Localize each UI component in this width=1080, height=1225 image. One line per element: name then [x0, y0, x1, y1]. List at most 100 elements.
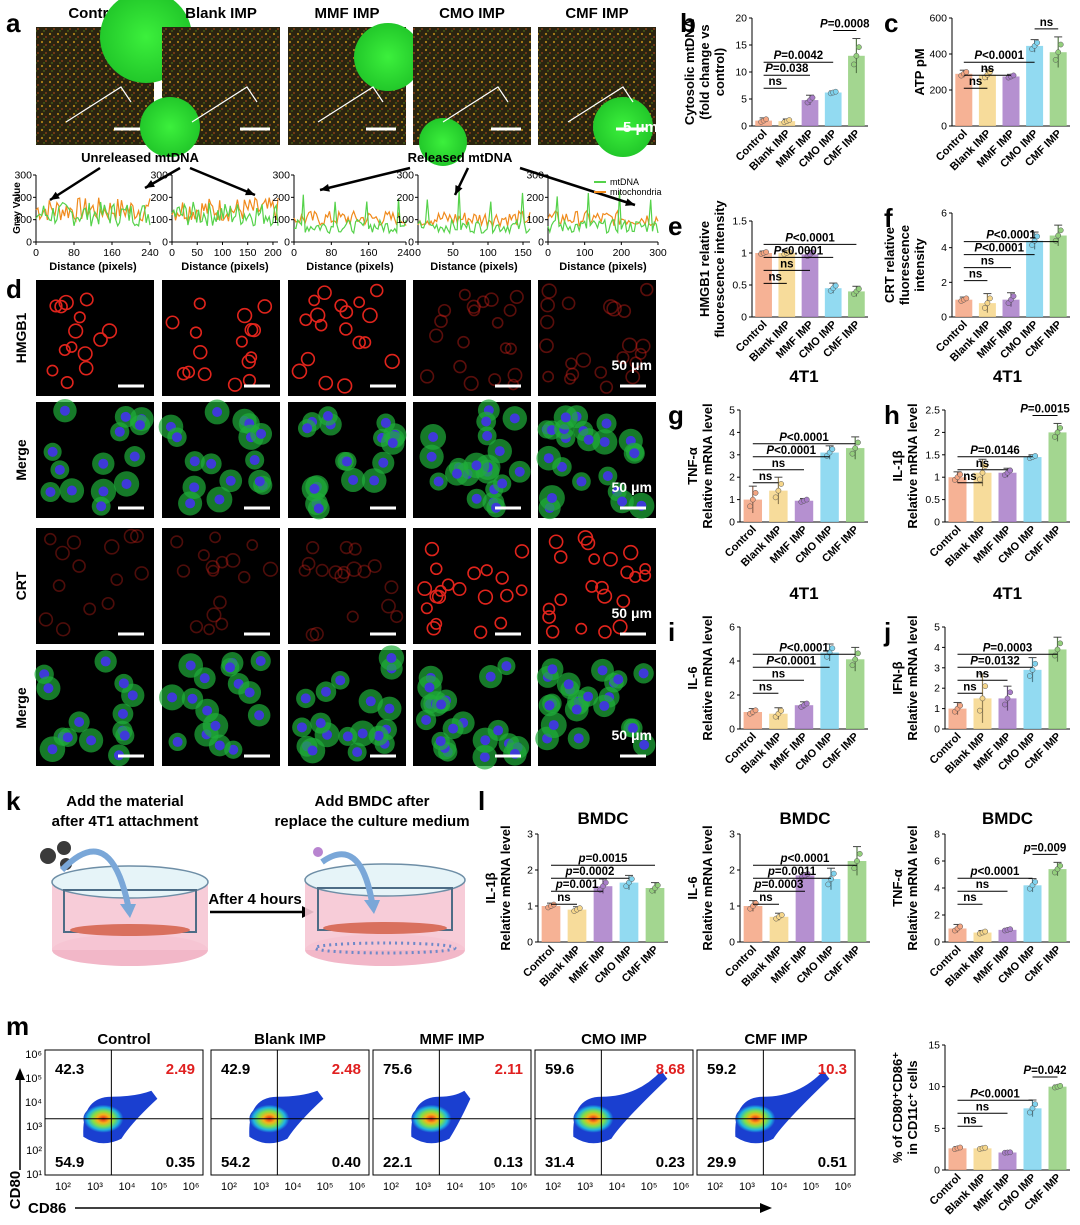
stain-spot: [594, 366, 608, 379]
scale-label: 50 μm: [612, 727, 652, 743]
significance-label: ns: [963, 471, 976, 483]
significance-label: P=0.0042: [774, 50, 824, 62]
flow-plot: CMO IMP 59.6 8.68 31.4 0.23 10² 10³ 10⁴ 10⁵ 10⁶: [534, 1031, 694, 1193]
significance-label: P=0.0132: [970, 655, 1020, 667]
flow-x-tick-label: 10⁵: [151, 1181, 168, 1193]
nucleus-spot: [421, 715, 432, 726]
quadrant-ur-value: 10.3: [818, 1061, 847, 1078]
nucleus-spot: [602, 471, 613, 482]
data-point: [856, 850, 863, 857]
panel-a-mtdna-release: Control Blank IMP MMF IMP CMO IMP CMF IMP010…: [12, 0, 667, 273]
stain-spot: [463, 375, 479, 391]
stain-spot: [542, 370, 555, 383]
stain-spot: [434, 314, 448, 328]
bar: [955, 73, 973, 126]
flow-x-tick-label: 10²: [707, 1181, 723, 1193]
nucleus-spot: [573, 733, 584, 744]
stain-spot: [134, 566, 149, 581]
data-point: [602, 879, 609, 886]
stain-spot: [213, 595, 227, 610]
data-point: [803, 700, 810, 707]
significance-label: P=0.038: [765, 63, 809, 75]
flow-x-tick-label: 10⁶: [511, 1181, 528, 1193]
stain-spot: [542, 602, 556, 616]
flow-plot: Control 42.3 2.49 54.9 0.35 10² 10³ 10⁴ 10⁵ 10⁶: [44, 1031, 204, 1193]
data-point: [786, 248, 793, 255]
stain-spot: [101, 596, 115, 610]
y-tick-label: 0: [729, 937, 735, 949]
y-tick-label: 1.5: [925, 449, 940, 461]
stain-spot: [452, 582, 467, 597]
bar: [1048, 432, 1067, 522]
x-axis-label: Distance (pixels): [559, 261, 647, 273]
bar-chart-h: h 4T1 0 0.5 1 1.5 2 2.5 IL-1β Relative mRNA level…: [884, 367, 1070, 569]
dish2-bmdc-layer: [313, 941, 457, 955]
x-tick-label: 50: [191, 247, 203, 259]
scale-label: 50 μm: [612, 605, 652, 621]
y-axis-label: IL-1β: [890, 450, 905, 481]
stain-spot: [346, 610, 359, 623]
stain-spot: [291, 363, 308, 380]
stain-spot: [515, 584, 528, 597]
x-tick-label: 160: [360, 247, 378, 259]
stain-spot: [206, 607, 222, 623]
bar: [645, 888, 665, 942]
annotation-arrow-head: [455, 185, 463, 195]
flow-plot-title: Control: [97, 1031, 150, 1048]
flow-x-tick-label: 10⁴: [609, 1181, 626, 1193]
significance-label: ns: [768, 76, 781, 88]
significance-label: p<0.0001: [780, 853, 831, 865]
annotation-arrow-head: [625, 198, 635, 206]
stain-spot: [203, 623, 215, 636]
flow-x-tick-label: 10⁵: [479, 1181, 496, 1193]
data-point: [1032, 879, 1039, 885]
stain-spot: [468, 304, 481, 317]
profile-y-label: Gray Value: [12, 182, 23, 234]
stain-spot: [58, 343, 71, 357]
quadrant-ll-value: 29.9: [707, 1154, 736, 1171]
panel-letter: i: [668, 617, 675, 647]
bar: [820, 452, 839, 522]
flow-x-tick-label: 10⁴: [447, 1181, 464, 1193]
data-point: [1026, 1109, 1033, 1116]
stain-spot: [477, 589, 494, 605]
y-axis-label: Relative mRNA level: [700, 825, 715, 950]
significance-label: ns: [976, 668, 989, 680]
dish1-add-arrow: [59, 848, 131, 906]
nucleus-spot: [121, 478, 132, 489]
stain-spot: [575, 622, 588, 635]
significance-label: ns: [981, 63, 994, 75]
data-point: [747, 503, 753, 510]
y-tick-label: 200: [396, 192, 414, 204]
significance-label: P<0.0001: [970, 1088, 1020, 1100]
stain-spot: [424, 541, 440, 557]
stain-spot: [54, 299, 68, 314]
data-point: [982, 463, 989, 469]
x-axis-label: Distance (pixels): [306, 261, 394, 273]
bar: [593, 886, 613, 942]
nucleus-spot: [74, 717, 85, 728]
flow-plot-title: CMO IMP: [581, 1031, 647, 1048]
data-point: [1026, 673, 1033, 679]
nucleus-spot: [114, 426, 125, 437]
bar: [1048, 649, 1067, 729]
x-tick-label: 300: [649, 247, 667, 259]
data-point: [1051, 434, 1058, 440]
y-axis-label: IL-6: [685, 666, 700, 689]
significance-label: P<0.0001: [779, 642, 829, 654]
y-tick-label: 15: [928, 1040, 940, 1052]
nucleus-spot: [335, 675, 346, 686]
x-tick-label: 80: [325, 247, 337, 259]
nucleus-spot: [254, 710, 265, 721]
y-tick-label: 3: [527, 829, 533, 841]
nucleus-spot: [357, 728, 368, 739]
data-point: [1051, 652, 1058, 659]
y-tick-label: 1: [729, 901, 735, 913]
chart-title: 4T1: [789, 584, 818, 603]
y-tick-label: 2: [729, 472, 735, 484]
data-point: [852, 656, 859, 663]
stain-spot: [623, 544, 639, 561]
fluorescence-image: [413, 280, 531, 396]
